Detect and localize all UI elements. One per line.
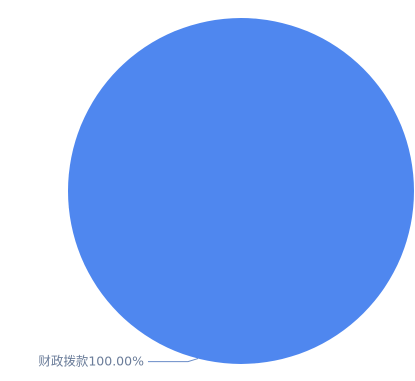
pie-slice bbox=[68, 18, 414, 364]
slice-value-label: 100.00% bbox=[88, 353, 144, 368]
leader-line bbox=[147, 358, 199, 363]
slice-label: 财政拨款100.00% bbox=[38, 353, 144, 368]
slice-category: 财政拨款 bbox=[38, 353, 89, 368]
